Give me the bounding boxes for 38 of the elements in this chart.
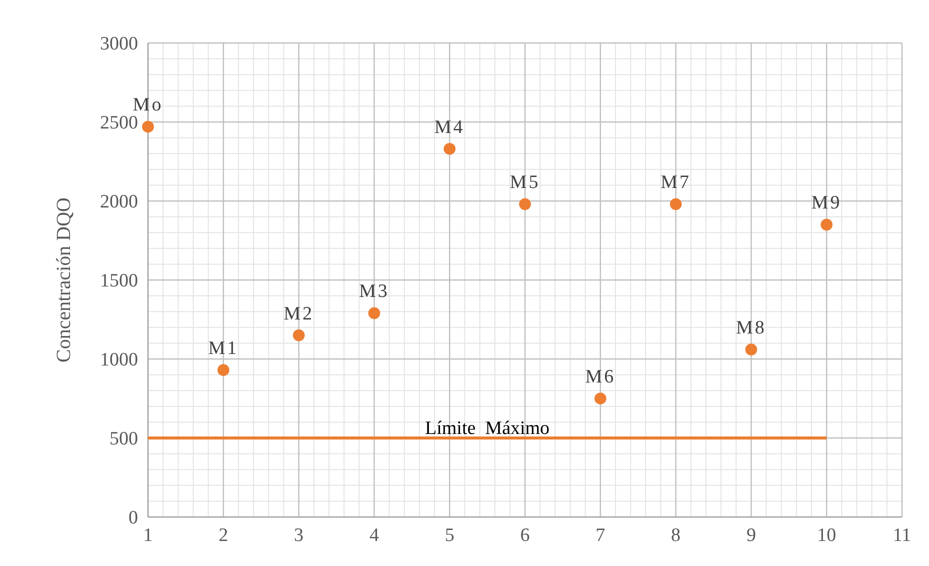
point <box>670 198 682 210</box>
x-tick-label: 10 <box>817 525 836 546</box>
y-axis-title: Concentración DQO <box>53 198 75 362</box>
annotation: M2 <box>284 303 314 324</box>
point <box>444 142 456 155</box>
x-tick-label: 6 <box>520 525 530 546</box>
x-tick-label: 4 <box>369 525 380 546</box>
x-tick-label: 5 <box>444 525 454 546</box>
annotation: M5 <box>510 172 540 194</box>
y-tick-label: 1500 <box>100 270 138 292</box>
point <box>820 218 833 231</box>
y-tick-label: 0 <box>128 508 138 529</box>
x-tick-label: 2 <box>218 525 228 546</box>
y-tick-label: 3000 <box>100 34 138 55</box>
x-tick-label: 11 <box>892 525 912 546</box>
y-tick-label: 500 <box>110 428 138 450</box>
x-tick-label: 7 <box>596 525 606 546</box>
x-tick-label: 3 <box>294 525 304 546</box>
x-tick-label: 9 <box>746 525 756 546</box>
point <box>745 344 758 356</box>
point <box>217 364 230 376</box>
annotation: M7 <box>660 172 692 194</box>
point <box>594 392 606 404</box>
annotation: M4 <box>434 116 465 138</box>
x-tick-label: 8 <box>671 525 681 546</box>
annotation: M1 <box>208 338 239 360</box>
y-tick-label: 1000 <box>100 350 138 371</box>
x-tick-label: 1 <box>143 525 153 546</box>
point <box>368 307 380 320</box>
y-tick-label: 2000 <box>100 192 138 213</box>
annotation: M8 <box>736 318 766 339</box>
annotation: M3 <box>358 281 390 302</box>
point <box>519 198 531 210</box>
annotation: M6 <box>585 366 616 388</box>
point <box>142 120 154 133</box>
annotation: M9 <box>811 192 842 214</box>
point <box>292 329 305 342</box>
series-label: Límite Máximo <box>425 418 550 439</box>
